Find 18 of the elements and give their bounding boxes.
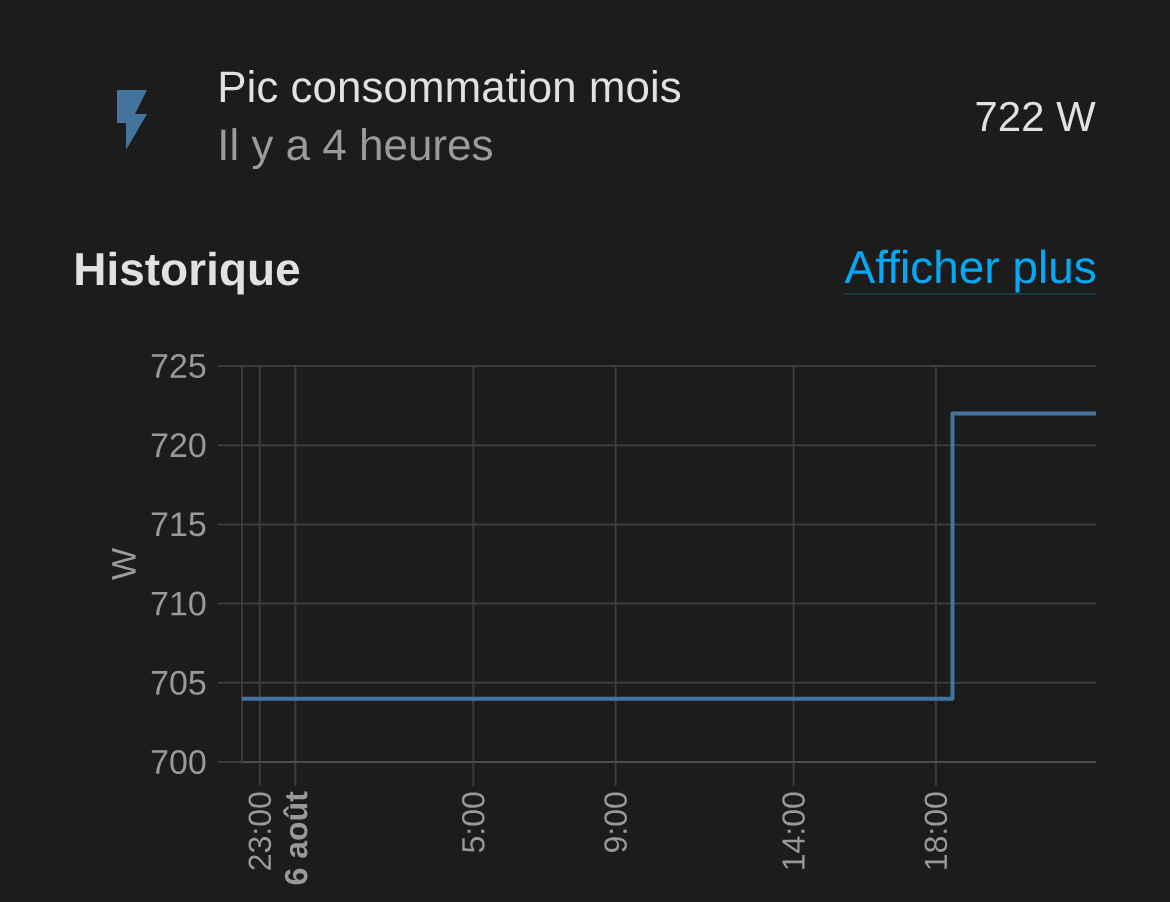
- x-tick-label: 18:00: [924, 792, 948, 869]
- chart-title: Pic consommation mois: [220, 70, 681, 103]
- x-tick-label: 9:00: [604, 792, 627, 852]
- x-tick-label: 23:00: [248, 792, 272, 870]
- y-tick-label: 715: [151, 512, 206, 537]
- chart-subtitle: Il y a 4 heures: [221, 128, 492, 170]
- y-axis-title: W: [112, 548, 136, 580]
- text: 722 W: [976, 101, 1096, 131]
- x-tick-label: 5:00: [461, 792, 485, 853]
- x-tick-label: 14:00: [782, 792, 805, 869]
- y-tick-label: 720: [151, 433, 206, 458]
- y-tick-label: 725: [151, 353, 206, 379]
- y-tick-label: 710: [151, 591, 206, 616]
- text: Historique: [76, 251, 300, 295]
- y-tick-label: 700: [151, 749, 206, 775]
- x-tick-label: 6 août: [283, 791, 308, 885]
- text: Afficher plus: [844, 249, 1096, 293]
- y-tick-label: 705: [151, 670, 206, 695]
